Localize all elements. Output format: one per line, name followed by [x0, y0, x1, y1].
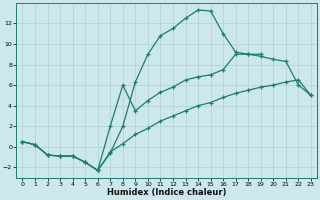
- X-axis label: Humidex (Indice chaleur): Humidex (Indice chaleur): [107, 188, 227, 197]
